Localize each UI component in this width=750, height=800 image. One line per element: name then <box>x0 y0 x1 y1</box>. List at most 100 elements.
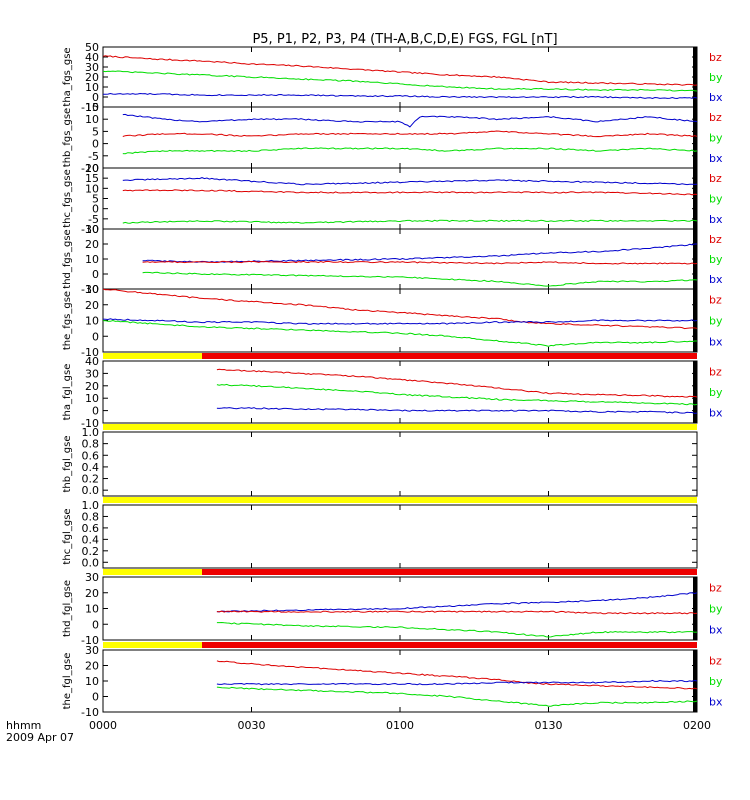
legend-by: by <box>709 253 723 266</box>
legend-by: by <box>709 603 723 616</box>
y-tick-label: 20 <box>85 162 99 175</box>
y-tick-label: 30 <box>85 61 99 74</box>
y-tick-label: 20 <box>85 587 99 600</box>
y-axis: 30 20 10 0 -10 <box>81 223 697 296</box>
y-tick-label: 0.8 <box>82 438 100 451</box>
y-tick-label: 5 <box>92 125 99 138</box>
series-bz <box>122 189 698 196</box>
panel-frame <box>102 106 698 169</box>
figure-title: P5, P1, P2, P3, P4 (TH-A,B,C,D,E) FGS, F… <box>252 32 557 47</box>
status-bar-yellow <box>103 642 202 648</box>
panel-thd_fgs_gse: 30 20 10 0 -10 thd_fgs_gse bz by bx <box>62 223 723 296</box>
legend-by: by <box>709 675 723 688</box>
x-tick-label: 0200 <box>683 719 711 732</box>
status-bar-yellow <box>103 569 202 575</box>
x-tick-label: 0100 <box>386 719 414 732</box>
series-by <box>216 621 698 638</box>
status-bar-red <box>202 353 697 359</box>
legend-bx: bx <box>709 407 723 420</box>
y-tick-label: 30 <box>85 283 99 296</box>
y-tick-label: 30 <box>85 367 99 380</box>
time-axis: 0000 0030 0100 0130 0200 <box>89 719 711 732</box>
y-tick-label: -10 <box>81 283 99 296</box>
legend-bz: bz <box>709 233 722 246</box>
y-tick-label: 0.0 <box>82 556 100 569</box>
y-tick-label: 0.2 <box>82 473 100 486</box>
y-tick-label: 0.6 <box>82 522 100 535</box>
y-tick-label: -10 <box>81 162 99 175</box>
y-tick-label: 1.0 <box>82 499 100 512</box>
y-tick-label: 20 <box>85 71 99 84</box>
y-tick-label: 20 <box>85 660 99 673</box>
y-tick-label: 0 <box>92 405 99 418</box>
series-bz <box>102 55 698 86</box>
series-bx <box>216 592 698 613</box>
y-tick-label: 10 <box>85 603 99 616</box>
y-axis-label: thc_fgs_gse <box>62 169 73 228</box>
legend-bz: bz <box>709 51 722 64</box>
legend-bx: bx <box>709 152 723 165</box>
series-bx <box>102 318 698 325</box>
y-tick-label: 0.0 <box>82 484 100 497</box>
series-by <box>102 319 697 347</box>
y-tick-label: 15 <box>85 172 99 185</box>
y-tick-label: 0 <box>92 138 99 151</box>
series-bz <box>216 660 698 690</box>
y-tick-label: 30 <box>85 571 99 584</box>
legend-bz: bz <box>709 294 722 307</box>
legend-by: by <box>709 386 723 399</box>
y-tick-label: 10 <box>85 253 99 266</box>
legend-bx: bx <box>709 273 723 286</box>
y-axis-label: the_fgs_gse <box>62 291 73 350</box>
series-bz <box>216 610 698 615</box>
y-axis-label: thd_fgs_gse <box>62 229 73 288</box>
panel-frame <box>102 431 698 497</box>
y-tick-label: 0.4 <box>82 533 100 546</box>
series-bz <box>216 368 698 398</box>
y-tick-label: 10 <box>85 392 99 405</box>
legend-bx: bx <box>709 91 723 104</box>
y-axis: 30 20 10 0 -10 <box>81 571 697 647</box>
y-tick-label: -5 <box>88 213 99 226</box>
time-axis-label: hhmm <box>6 719 41 732</box>
y-tick-label: 40 <box>85 51 99 64</box>
y-axis-label: thd_fgl_gse <box>62 580 73 637</box>
series-by <box>102 70 698 92</box>
panel-the_fgl_gse: 30 20 10 0 -10 the_fgl_gse bz by bx <box>62 642 723 719</box>
panel-thd_fgl_gse: 30 20 10 0 -10 thd_fgl_gse bz by bx <box>62 569 723 647</box>
y-tick-label: 10 <box>85 113 99 126</box>
y-axis-label: the_fgl_gse <box>62 653 73 710</box>
panel-frame <box>102 167 698 230</box>
y-tick-label: -10 <box>81 706 99 719</box>
y-axis-label: tha_fgl_gse <box>62 364 73 421</box>
series-by <box>122 147 698 155</box>
panel-frame <box>102 360 698 424</box>
y-tick-label: 1.0 <box>82 426 100 439</box>
y-tick-label: 15 <box>85 101 99 114</box>
y-axis-label: thb_fgs_gse <box>62 108 73 167</box>
series-bz <box>142 260 698 265</box>
series-bx <box>216 407 698 414</box>
series-bx <box>122 177 698 186</box>
y-tick-label: 0.8 <box>82 510 100 523</box>
time-axis-date: 2009 Apr 07 <box>6 731 74 744</box>
y-tick-label: 0 <box>92 203 99 216</box>
x-tick-label: 0000 <box>89 719 117 732</box>
legend-bz: bz <box>709 365 722 378</box>
y-tick-label: -10 <box>81 417 99 430</box>
y-tick-label: 10 <box>85 315 99 328</box>
y-tick-label: -10 <box>81 101 99 114</box>
y-axis-label: thb_fgl_gse <box>62 436 73 493</box>
y-tick-label: 0.6 <box>82 449 100 462</box>
y-tick-label: 20 <box>85 238 99 251</box>
series-bz <box>102 288 698 330</box>
series-bx <box>103 92 698 100</box>
legend-bz: bz <box>709 654 722 667</box>
